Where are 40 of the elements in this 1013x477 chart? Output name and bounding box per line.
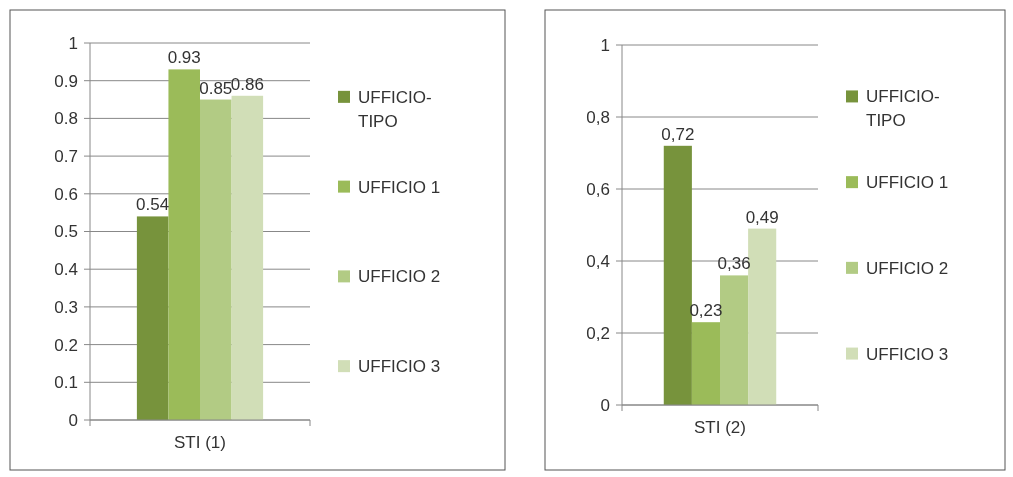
- y-tick-label: 0,2: [586, 323, 610, 343]
- bar: [200, 99, 232, 420]
- bar: [136, 216, 169, 420]
- legend-label: UFFICIO-TIPO: [358, 87, 432, 131]
- data-label: 0,36: [717, 254, 751, 274]
- bar: [168, 69, 200, 420]
- y-tick-label: 0.7: [54, 147, 78, 167]
- y-tick-label: 0,4: [586, 251, 610, 271]
- y-tick-label: 0.9: [54, 71, 78, 91]
- y-tick-label: 0.5: [54, 222, 78, 242]
- legend-label: UFFICIO 1: [866, 173, 949, 193]
- bar: [691, 322, 720, 405]
- y-tick-label: 1: [68, 33, 78, 53]
- y-tick-label: 0: [68, 410, 78, 430]
- legend-label: UFFICIO 3: [866, 344, 949, 364]
- data-label: 0.93: [167, 48, 201, 68]
- data-label: 0,72: [661, 124, 695, 144]
- y-tick-label: 0.3: [54, 297, 78, 317]
- y-tick-label: 1: [600, 35, 610, 55]
- bar: [720, 275, 749, 405]
- x-tick-label: STI (1): [174, 433, 226, 452]
- y-tick-label: 0,6: [586, 179, 610, 199]
- y-tick-label: 0.6: [54, 184, 78, 204]
- bar: [663, 145, 692, 405]
- y-tick-label: 0,8: [586, 107, 610, 127]
- y-tick-label: 0.8: [54, 109, 78, 129]
- legend-label: UFFICIO 2: [358, 267, 441, 287]
- y-tick-label: 0.4: [54, 260, 78, 280]
- y-tick-label: 0.2: [54, 335, 78, 355]
- x-tick-label: STI (2): [694, 418, 746, 437]
- data-label: 0,49: [745, 207, 779, 227]
- data-label: 0.54: [136, 195, 170, 215]
- legend-label: UFFICIO 2: [866, 258, 949, 278]
- legend-label: UFFICIO 3: [358, 357, 441, 377]
- y-tick-label: 0.1: [54, 373, 78, 393]
- bar: [231, 95, 264, 420]
- legend-label: UFFICIO-TIPO: [866, 87, 940, 131]
- legend-label: UFFICIO 1: [358, 177, 441, 197]
- bar: [748, 228, 777, 405]
- y-tick-label: 0: [600, 395, 610, 415]
